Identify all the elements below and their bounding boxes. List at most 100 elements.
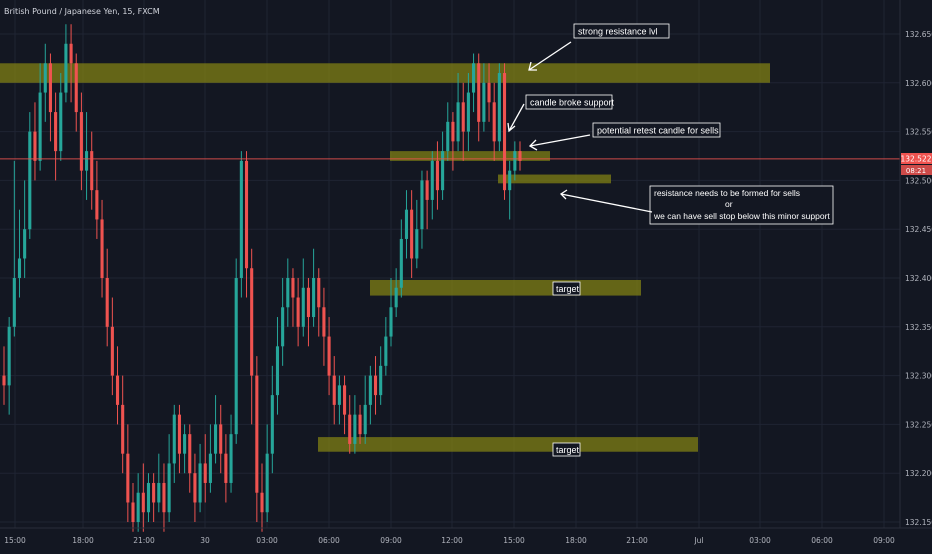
candle[interactable] (110, 297, 114, 396)
candle[interactable] (74, 53, 78, 132)
candle[interactable] (54, 92, 58, 181)
candle[interactable] (430, 151, 434, 220)
candle[interactable] (312, 248, 316, 327)
annotation-strong-resistance[interactable]: strong resistance lvl (573, 23, 670, 39)
candle[interactable] (100, 199, 104, 298)
candle[interactable] (513, 141, 517, 181)
price-axis[interactable]: 132.650 132.600 132.550 132.500 132.450 132.4… (905, 30, 932, 527)
candle[interactable] (410, 190, 414, 278)
candle[interactable] (224, 434, 228, 503)
candle[interactable] (281, 278, 285, 366)
candle[interactable] (214, 395, 218, 464)
candle[interactable] (255, 356, 259, 522)
candle[interactable] (368, 365, 372, 425)
candle[interactable] (167, 434, 171, 522)
candle[interactable] (461, 82, 465, 161)
candle[interactable] (105, 248, 109, 347)
candle[interactable] (343, 375, 347, 435)
candle[interactable] (193, 453, 197, 522)
candle[interactable] (332, 356, 336, 425)
candle[interactable] (270, 365, 274, 474)
candle[interactable] (198, 443, 202, 513)
candle[interactable] (487, 63, 491, 122)
candle[interactable] (33, 102, 37, 181)
candle[interactable] (250, 248, 254, 425)
candle[interactable] (446, 102, 450, 161)
candle[interactable] (373, 356, 378, 415)
annotation-target-2[interactable]: target (552, 442, 581, 457)
candle[interactable] (275, 317, 280, 415)
candle[interactable] (415, 199, 419, 269)
candle[interactable] (327, 317, 331, 396)
candle[interactable] (188, 424, 192, 493)
candle[interactable] (64, 24, 68, 103)
candle[interactable] (12, 160, 16, 337)
candle[interactable] (291, 268, 295, 327)
candle[interactable] (260, 463, 264, 532)
candle[interactable] (244, 151, 249, 298)
candle[interactable] (306, 278, 310, 347)
candle[interactable] (441, 131, 445, 200)
candle[interactable] (157, 453, 161, 513)
candle[interactable] (85, 112, 89, 200)
candle[interactable] (203, 434, 207, 503)
candle[interactable] (146, 473, 151, 522)
candle[interactable] (296, 278, 300, 347)
zone-rect[interactable] (318, 437, 698, 452)
candle[interactable] (162, 463, 166, 532)
candle[interactable] (219, 404, 223, 474)
candle[interactable] (425, 170, 429, 230)
candle[interactable] (59, 73, 63, 161)
candle[interactable] (477, 53, 481, 142)
time-axis[interactable]: 15:00 18:00 21:00 30 03:00 06:00 09:00 12:00 15:… (4, 536, 895, 545)
zone-rect[interactable] (370, 279, 641, 296)
candle[interactable] (43, 43, 47, 122)
candle[interactable] (456, 73, 460, 152)
candle[interactable] (38, 63, 42, 171)
candle[interactable] (348, 395, 352, 454)
candle[interactable] (337, 375, 341, 425)
candle[interactable] (508, 160, 512, 220)
annotations[interactable]: strong resistance lvl candle broke suppo… (525, 23, 834, 457)
candle[interactable] (208, 424, 212, 493)
candle[interactable] (492, 82, 496, 161)
candle[interactable] (7, 317, 11, 415)
candle[interactable] (183, 424, 187, 474)
candle[interactable] (79, 92, 83, 191)
candle[interactable] (466, 73, 470, 152)
candle[interactable] (265, 424, 269, 522)
annotation-candle-broke[interactable]: candle broke support (525, 94, 615, 110)
candle[interactable] (394, 268, 398, 318)
zone-rect[interactable] (390, 151, 550, 161)
candle[interactable] (363, 375, 367, 444)
candle[interactable] (17, 209, 22, 298)
candle[interactable] (121, 375, 125, 474)
annotation-resistance-note[interactable]: resistance needs to be formed for sells … (649, 185, 834, 225)
candle[interactable] (389, 278, 393, 347)
annotation-target-1[interactable]: target (552, 281, 581, 296)
candle[interactable] (234, 258, 238, 444)
candle[interactable] (229, 414, 233, 493)
candle[interactable] (141, 463, 145, 532)
candle[interactable] (172, 404, 176, 483)
candle[interactable] (435, 141, 439, 210)
candle[interactable] (502, 63, 507, 200)
candle[interactable] (317, 268, 321, 337)
candle[interactable] (497, 63, 501, 152)
candle[interactable] (69, 24, 73, 103)
candle[interactable] (23, 180, 27, 278)
candle[interactable] (482, 63, 486, 132)
candle[interactable] (301, 258, 305, 337)
candle[interactable] (518, 141, 522, 171)
candle[interactable] (472, 53, 476, 113)
zone-rect[interactable] (498, 174, 611, 184)
annotation-potential-retest[interactable]: potential retest candle for sells (592, 122, 721, 138)
candle[interactable] (286, 258, 290, 327)
candle[interactable] (399, 219, 403, 298)
zone-rect[interactable] (0, 63, 770, 83)
candles-layer[interactable] (2, 24, 522, 532)
candle[interactable] (48, 53, 52, 142)
candle[interactable] (384, 317, 388, 376)
